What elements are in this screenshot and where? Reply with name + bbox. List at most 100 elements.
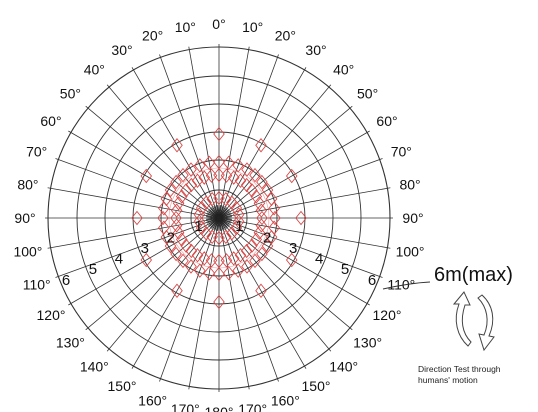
angle-label: 110° xyxy=(387,276,415,292)
detection-marker xyxy=(164,238,177,254)
angle-label: 30° xyxy=(305,42,326,58)
detection-marker xyxy=(213,190,225,206)
angle-label: 70° xyxy=(391,144,412,160)
detection-marker xyxy=(171,283,183,298)
detection-marker xyxy=(230,200,243,216)
detection-marker xyxy=(232,214,245,229)
detection-marker xyxy=(213,294,225,310)
angle-label: 60° xyxy=(40,113,61,129)
detection-marker xyxy=(164,182,177,198)
angle-label: 20° xyxy=(142,28,163,44)
angle-spoke xyxy=(47,217,220,249)
detection-marker xyxy=(193,214,206,229)
detection-marker xyxy=(234,248,247,263)
detection-marker xyxy=(265,229,278,245)
detection-marker xyxy=(172,196,185,211)
max-range-label: 6m(max) xyxy=(434,264,513,286)
detection-marker xyxy=(177,253,189,269)
detection-marker xyxy=(170,218,183,233)
detection-marker xyxy=(255,283,267,298)
angle-label: 90° xyxy=(402,210,423,226)
angle-spoke xyxy=(218,54,279,219)
angle-spoke xyxy=(218,217,383,278)
detection-marker xyxy=(198,251,211,266)
ring-label: 3 xyxy=(289,240,297,257)
detection-marker xyxy=(256,210,268,226)
detection-marker xyxy=(140,252,153,268)
detection-marker xyxy=(241,162,253,177)
angle-spoke xyxy=(218,217,353,331)
angle-spoke xyxy=(55,217,220,278)
angle-spoke xyxy=(159,217,220,382)
detection-marker xyxy=(256,174,268,190)
detection-marker xyxy=(220,253,233,268)
angle-label: 50° xyxy=(357,85,378,101)
angle-spoke xyxy=(188,217,220,390)
angle-spoke xyxy=(218,217,370,306)
detection-marker xyxy=(220,168,233,183)
ring-labels-left: 1 2 3 4 5 6 xyxy=(62,218,203,289)
detection-marker xyxy=(213,126,225,142)
angle-label: 100° xyxy=(396,244,425,260)
detection-marker xyxy=(250,232,263,247)
detection-marker xyxy=(175,232,188,247)
angle-label: 120° xyxy=(373,307,402,323)
detection-marker xyxy=(203,155,216,171)
ring-label: 5 xyxy=(89,261,97,278)
detection-marker xyxy=(160,229,173,245)
detection-marker xyxy=(206,229,218,245)
detection-marker xyxy=(200,226,212,241)
angle-label: 170° xyxy=(238,401,267,412)
angle-label: 0° xyxy=(212,16,225,32)
detection-marker xyxy=(194,263,206,278)
angle-label: 150° xyxy=(108,378,137,394)
detection-marker xyxy=(220,229,232,245)
detection-marker xyxy=(171,138,183,153)
detection-marker xyxy=(250,189,263,204)
angle-label: 80° xyxy=(399,176,420,192)
detection-marker xyxy=(253,225,266,240)
detection-marker xyxy=(249,167,261,183)
detection-marker xyxy=(268,201,280,216)
angle-spoke xyxy=(218,217,307,369)
detection-marker xyxy=(170,246,182,262)
angle-label: 10° xyxy=(242,19,263,35)
detection-marker xyxy=(222,155,235,171)
detection-marker xyxy=(213,167,225,183)
max-range-leader xyxy=(382,281,431,290)
angle-spoke xyxy=(106,84,220,219)
angle-spoke xyxy=(218,217,250,390)
detection-marker xyxy=(180,238,192,253)
detection-marker xyxy=(157,210,169,226)
sensor-dot xyxy=(216,215,222,221)
detection-marker xyxy=(246,183,258,198)
detection-marker xyxy=(222,265,235,281)
angle-label: 130° xyxy=(353,335,382,351)
angle-spoke xyxy=(218,217,332,352)
detection-marker xyxy=(227,170,240,185)
angle-spoke xyxy=(55,158,220,219)
detection-pattern xyxy=(131,126,307,310)
angle-spoke xyxy=(218,105,353,219)
angle-spoke xyxy=(218,158,383,219)
detection-marker xyxy=(249,253,261,269)
angle-label: 80° xyxy=(17,176,38,192)
detection-marker xyxy=(160,191,173,207)
detection-marker xyxy=(131,210,143,226)
detection-marker xyxy=(241,259,253,274)
angle-label: 180° xyxy=(205,404,234,412)
angle-label: 50° xyxy=(60,85,81,101)
ring-label: 2 xyxy=(167,229,175,246)
ring-label: 1 xyxy=(235,218,243,235)
detection-marker xyxy=(220,191,232,207)
angle-spoke xyxy=(106,217,220,352)
angle-label: 30° xyxy=(111,42,132,58)
detection-marker xyxy=(195,200,208,216)
detection-marker xyxy=(255,203,268,218)
detection-marker xyxy=(193,207,206,222)
detection-marker xyxy=(191,173,204,188)
angle-labels-left: 10° 20° 30° 40°50° 60° 70° 80° 90° 100° 110° 120° 1… xyxy=(13,19,199,412)
detection-marker xyxy=(234,173,247,188)
detection-marker xyxy=(205,253,218,268)
